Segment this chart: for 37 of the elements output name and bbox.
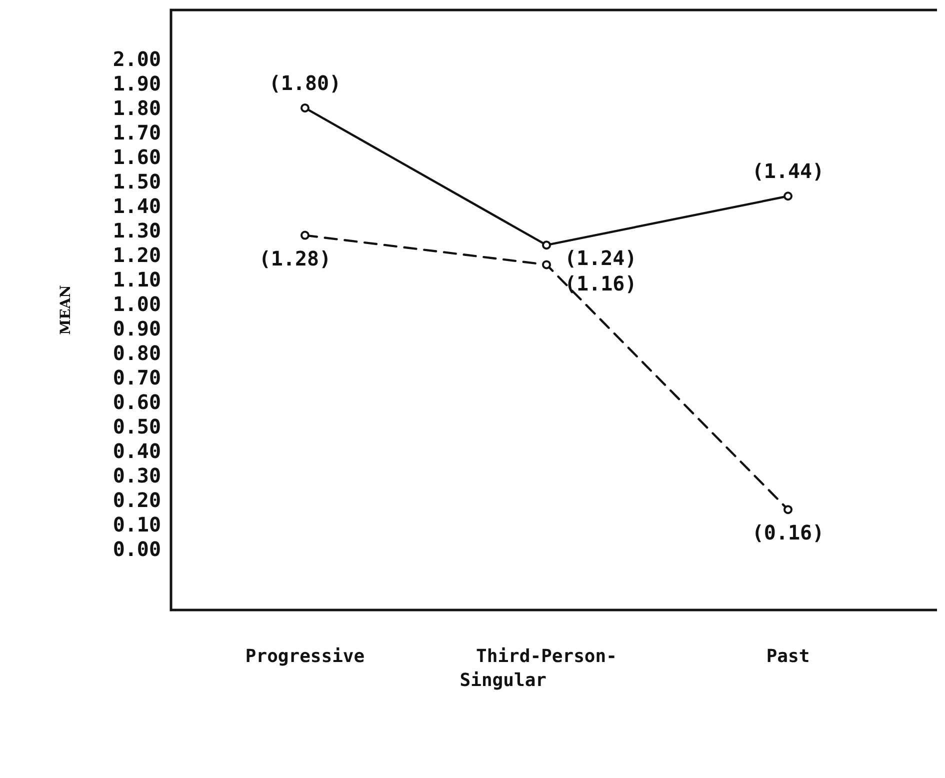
y-tick-label: 0.10 [112, 512, 161, 536]
x-tick-label: Past [766, 646, 810, 667]
y-axis-title: MEAN [58, 284, 74, 335]
data-label: (1.28) [258, 246, 332, 270]
y-tick-label: 1.50 [112, 169, 161, 194]
point [300, 103, 310, 112]
y-tick-label: 0.40 [112, 438, 161, 463]
y-tick-label: 1.60 [112, 144, 161, 169]
point [784, 192, 792, 201]
data-label: (1.80) [268, 70, 342, 95]
point [542, 240, 551, 250]
y-tick-label: 0.70 [112, 365, 161, 390]
y-tick-label: 1.30 [112, 218, 161, 242]
y-tick-label: 0.20 [112, 488, 161, 512]
y-tick-label: 2.00 [112, 46, 161, 71]
y-tick-label: 0.60 [112, 390, 161, 414]
y-tick-label: 1.00 [112, 292, 161, 316]
y-tick-label: 1.80 [112, 96, 161, 120]
data-label: (1.16) [564, 272, 637, 296]
y-tick-label: 0.30 [112, 463, 161, 488]
y-tick-label: 0.00 [112, 536, 161, 561]
point [542, 260, 551, 270]
y-tick-label: 0.80 [112, 340, 161, 365]
point [300, 230, 310, 240]
x-tick-label: Third-Person-Singular [460, 646, 617, 691]
x-tick-label: Progressive [245, 646, 365, 667]
y-tick-label: 1.10 [112, 267, 161, 292]
data-label: (0.16) [752, 520, 824, 545]
y-tick-label: 0.90 [112, 316, 161, 340]
y-tick-label: 1.70 [112, 120, 161, 144]
y-tick-label: 1.90 [112, 71, 161, 96]
y-tick-label: 0.50 [112, 414, 161, 438]
data-label: (1.44) [752, 159, 824, 184]
y-tick-label: 1.40 [112, 194, 161, 218]
point [784, 505, 792, 514]
y-tick-label: 1.20 [112, 242, 161, 267]
data-label: (1.24) [564, 246, 637, 270]
